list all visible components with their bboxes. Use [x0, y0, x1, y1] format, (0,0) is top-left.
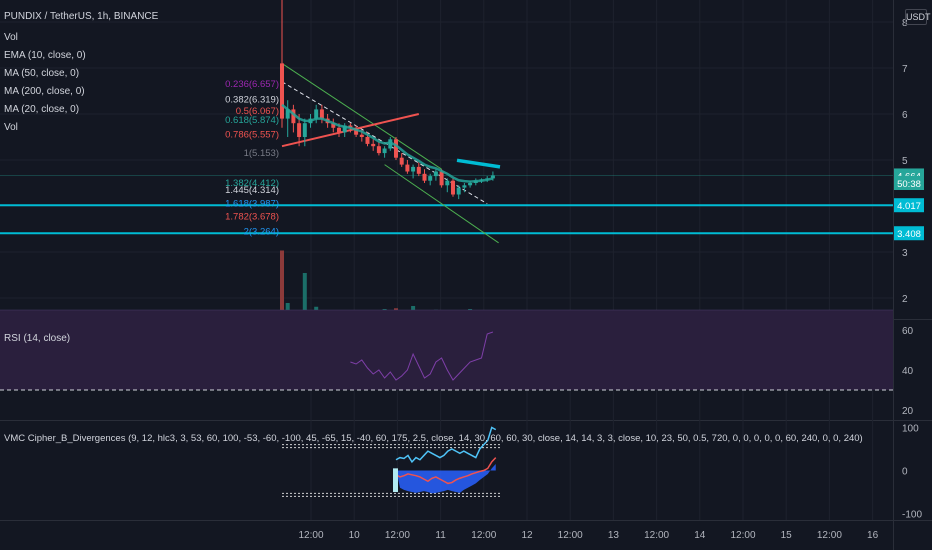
fib-label: 0.786(5.557) — [225, 129, 279, 140]
candle-body — [302, 123, 307, 137]
y-tick-label: 7 — [902, 64, 908, 75]
fib-label: 0.5(6.067) — [236, 106, 279, 117]
x-tick-label: 12:00 — [471, 530, 496, 541]
candle-body — [456, 187, 461, 195]
candle-body — [433, 171, 438, 177]
volume-bar — [302, 273, 307, 318]
fib-label: 1.445(4.314) — [225, 185, 279, 196]
rsi-tick-label: 40 — [902, 366, 914, 377]
y-tick-label: 6 — [902, 110, 908, 121]
x-tick-label: 11 — [435, 530, 446, 541]
candle-body — [337, 127, 341, 133]
candle-body — [422, 173, 427, 181]
channel-upper-line — [281, 62, 442, 170]
candle-body — [451, 180, 455, 195]
cipher-tick-label: -100 — [902, 510, 922, 521]
candle-body — [468, 183, 473, 186]
legend-vol-2[interactable]: Vol — [4, 122, 18, 133]
candle-body — [314, 109, 319, 119]
y-tick-label: 2 — [902, 294, 908, 305]
cipher-tick-label: 0 — [902, 467, 908, 478]
rsi-band — [0, 310, 893, 390]
fib-label: 0.236(6.657) — [225, 79, 279, 90]
rsi-tick-label: 20 — [902, 406, 914, 417]
candle-body — [371, 143, 376, 147]
candle-body — [394, 139, 398, 158]
candle-body — [280, 63, 284, 119]
x-tick-label: 15 — [781, 530, 793, 541]
fib-label: 2(3.264) — [244, 226, 279, 237]
legend-ma-20[interactable]: MA (20, close, 0) — [4, 104, 80, 115]
price-label: 50:38 — [897, 179, 921, 190]
cipher-highlight-bar — [393, 468, 398, 493]
x-tick-label: 14 — [694, 530, 706, 541]
candle-body — [342, 125, 347, 133]
candle-body — [445, 180, 450, 186]
x-tick-label: 10 — [349, 530, 361, 541]
cipher-wave-area — [396, 464, 496, 494]
price-label-box — [894, 176, 924, 190]
candle-body — [376, 146, 381, 154]
channel-lower-line — [384, 164, 499, 244]
legend-ma-200[interactable]: MA (200, close, 0) — [4, 86, 85, 97]
candle-body — [354, 127, 359, 135]
fib-label: 0.382(6.319) — [225, 94, 279, 105]
candle-body — [399, 157, 404, 165]
candle-body — [490, 175, 495, 179]
cipher-label[interactable]: VMC Cipher_B_Divergences (9, 12, hlc3, 3… — [4, 433, 863, 444]
cipher-wave-line — [395, 426, 497, 464]
price-label: 3.408 — [897, 229, 921, 240]
fib-label: 1.382(4.412) — [225, 178, 279, 189]
candle-body — [416, 166, 421, 174]
x-tick-label: 12:00 — [817, 530, 842, 541]
x-tick-label: 12:00 — [644, 530, 669, 541]
symbol-title: PUNDIX / TetherUS, 1h, BINANCE — [4, 11, 159, 22]
rsi-label[interactable]: RSI (14, close) — [4, 333, 71, 344]
rsi-line — [350, 331, 494, 381]
candle-body — [382, 148, 387, 154]
money-flow-line — [395, 457, 497, 485]
price-label-box — [894, 226, 924, 241]
candle-body — [285, 109, 290, 119]
candle-body — [462, 185, 467, 188]
candle-body — [291, 109, 296, 124]
fib-label: 1.618(3.987) — [225, 199, 279, 210]
cipher-tick-label: 100 — [902, 423, 919, 434]
ema-line — [281, 103, 494, 183]
candle-body — [439, 171, 444, 186]
rsi-tick-label: 60 — [902, 326, 914, 337]
candle-body — [405, 164, 410, 172]
y-tick-label: 5 — [902, 156, 908, 167]
x-tick-label: 13 — [608, 530, 620, 541]
x-tick-label: 12:00 — [730, 530, 755, 541]
candle-body — [428, 176, 433, 181]
fib-label: 0.618(5.874) — [225, 115, 279, 126]
x-tick-label: 12:00 — [298, 530, 323, 541]
legend-vol[interactable]: Vol — [4, 32, 18, 43]
candle-body — [365, 137, 370, 144]
volume-bar — [280, 250, 284, 318]
x-tick-label: 12:00 — [385, 530, 410, 541]
candle-body — [411, 166, 416, 172]
legend-ema[interactable]: EMA (10, close, 0) — [4, 50, 86, 61]
candle-body — [359, 134, 364, 137]
x-tick-label: 16 — [867, 530, 879, 541]
candle-body — [319, 109, 324, 119]
ma-projection-line — [456, 158, 501, 169]
price-label-box — [894, 198, 924, 213]
fib-label: 1(5.153) — [244, 148, 279, 159]
currency-button[interactable]: USDT — [905, 9, 931, 25]
candle-body — [331, 123, 336, 128]
y-tick-label: 3 — [902, 248, 908, 259]
x-tick-label: 12:00 — [558, 530, 583, 541]
legend-ma-50[interactable]: MA (50, close, 0) — [4, 68, 80, 79]
fib-label: 1.782(3.678) — [225, 212, 279, 223]
price-label: 4.017 — [897, 201, 921, 212]
candle-body — [297, 123, 302, 137]
x-tick-label: 12 — [521, 530, 533, 541]
